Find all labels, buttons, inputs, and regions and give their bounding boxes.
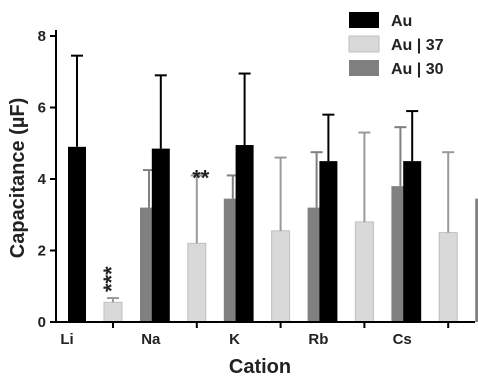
- bar-na-series-1: [187, 242, 207, 323]
- bar-rb-series-0: [319, 161, 338, 322]
- y-tick-label: 2: [38, 243, 46, 260]
- x-tick-label: Cs: [393, 331, 412, 348]
- bar-cs-series-1: [438, 232, 458, 323]
- bar-cs-series-0: [403, 161, 422, 322]
- x-tick-label: Li: [60, 331, 73, 348]
- x-tick-label: Na: [141, 331, 161, 348]
- legend-label: Au | 37: [391, 37, 444, 54]
- bar-na-series-0: [151, 148, 170, 322]
- legend-swatch: [349, 60, 379, 76]
- bar-li-series-1: [103, 301, 123, 323]
- legend: Au Au | 37 Au | 30: [348, 12, 444, 78]
- bar-k-series-1: [271, 230, 291, 323]
- y-tick-label: 8: [38, 28, 46, 45]
- x-axis-title: Cation: [229, 356, 291, 378]
- y-axis-title: Capacitance (µF): [7, 98, 29, 258]
- bars-group: *****: [68, 54, 478, 323]
- x-tick-label: Rb: [308, 331, 328, 348]
- bar-li-series-0: [68, 146, 86, 322]
- y-tick-label: 4: [38, 171, 47, 188]
- x-tick-label: K: [229, 331, 240, 348]
- axes-group: 0 2 4 6 8 Li Na K Rb Cs: [38, 28, 475, 348]
- y-tick-label: 0: [38, 314, 46, 331]
- legend-label: Au | 30: [391, 61, 444, 78]
- legend-swatch: [348, 35, 380, 53]
- bar-k-series-0: [235, 145, 254, 322]
- legend-swatch: [349, 12, 379, 28]
- bar-rb-series-1: [354, 221, 374, 323]
- significance-annotation: **: [192, 165, 210, 190]
- y-tick-label: 6: [38, 100, 46, 117]
- bar-cs-series-2: [475, 198, 478, 322]
- significance-annotation: ***: [99, 266, 124, 292]
- legend-label: Au: [391, 13, 412, 30]
